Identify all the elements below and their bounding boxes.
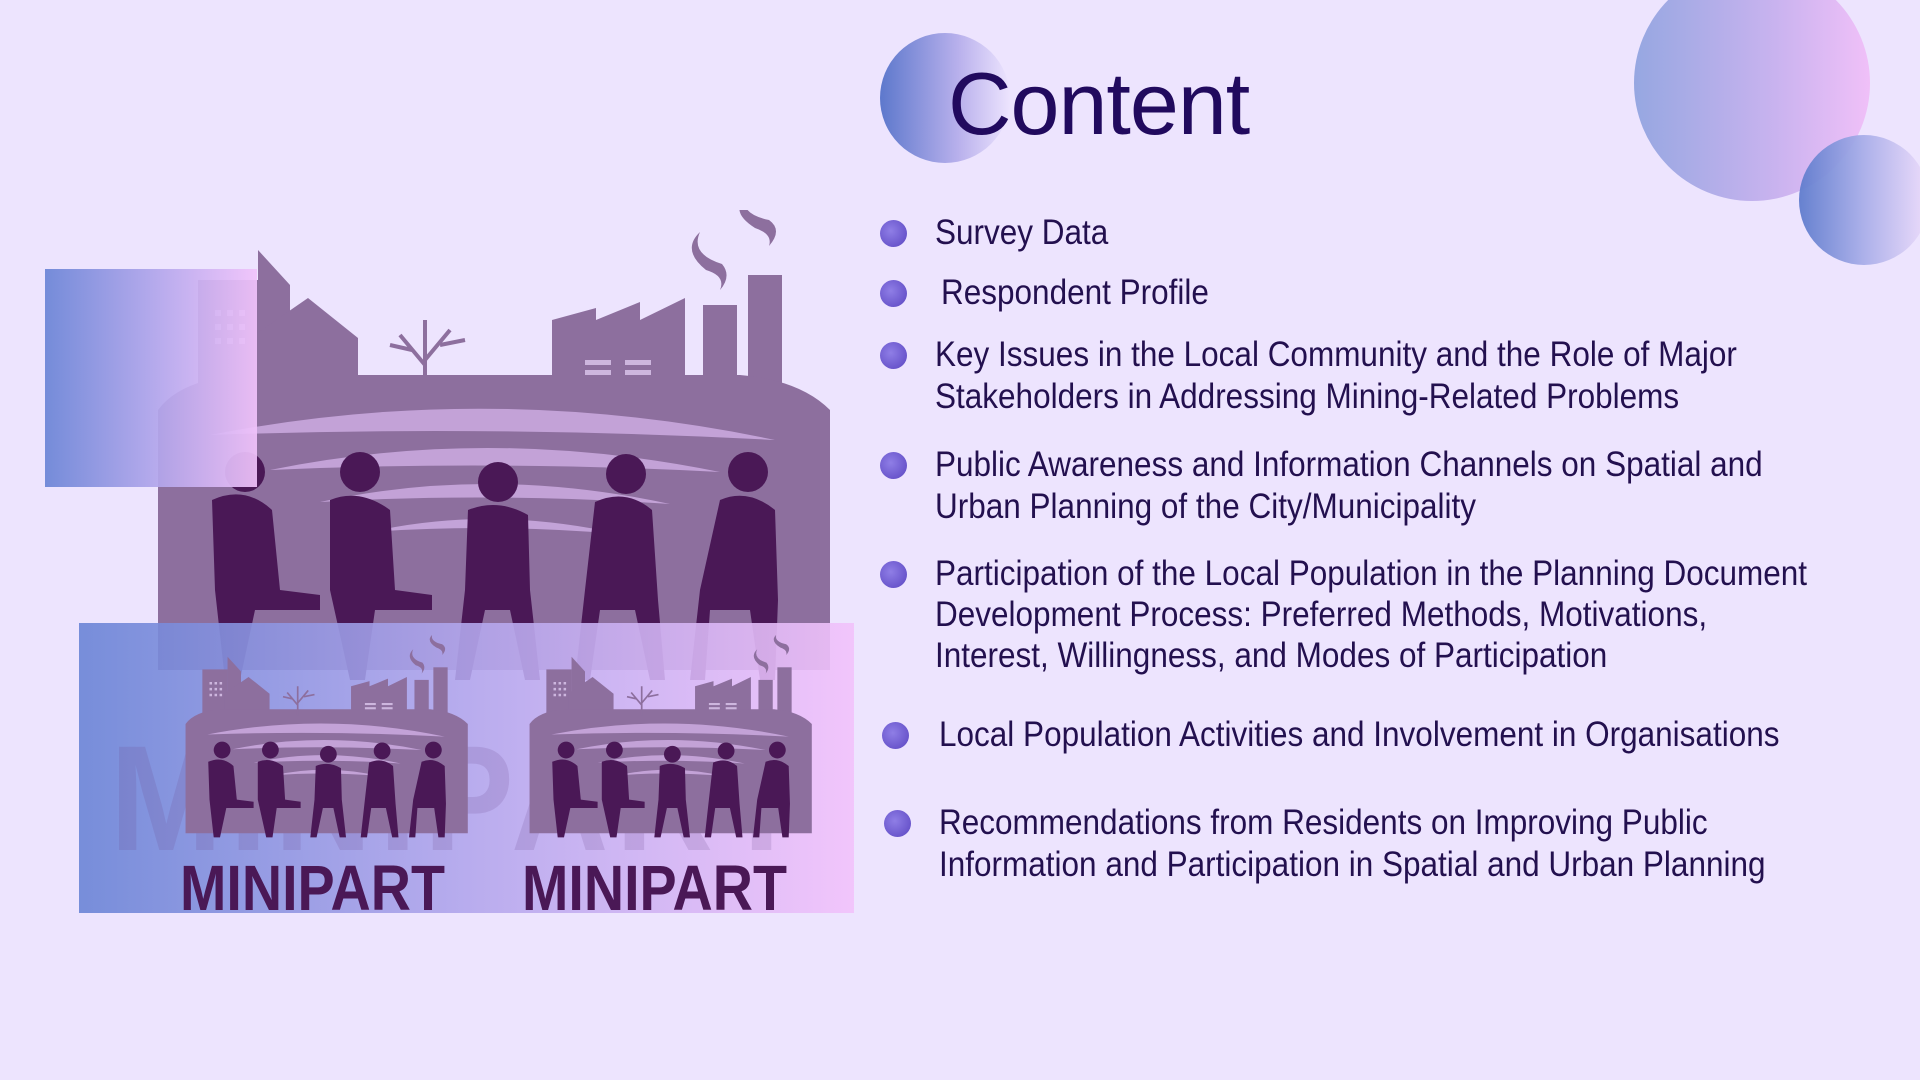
list-item-line: Respondent Profile [941,273,1209,312]
list-item: Respondent Profile [880,272,1239,314]
list-item: Recommendations from Residents on Improv… [884,802,1857,886]
list-item-line: Interest, Willingness, and Modes of Part… [935,636,1608,675]
list-item-line: Local Population Activities and Involvem… [939,715,1780,754]
list-item-line: Public Awareness and Information Channel… [935,445,1763,484]
list-item: Participation of the Local Population in… [880,553,1904,676]
list-item-line: Development Process: Preferred Methods, … [935,595,1708,634]
decorative-circle-small [1799,135,1920,265]
list-item-line: Stakeholders in Addressing Mining-Relate… [935,377,1680,416]
logo-text-right: MINIPART [522,852,787,920]
bullet-icon [880,220,907,247]
list-item: Survey Data [880,212,1128,254]
list-item-line: Participation of the Local Population in… [935,554,1808,593]
list-item-line: Urban Planning of the City/Municipality [935,487,1477,526]
logo-text-left: MINIPART [180,852,445,920]
bullet-icon [884,810,911,837]
list-item: Key Issues in the Local Community and th… [880,334,1826,418]
list-item-line: Information and Participation in Spatial… [939,845,1766,884]
list-item-line: Survey Data [935,213,1109,252]
bullet-icon [880,452,907,479]
page-title: Content [948,54,1250,153]
gradient-square [45,269,257,487]
list-item-line: Recommendations from Residents on Improv… [939,803,1708,842]
bullet-icon [880,280,907,307]
title-decorative-circle [880,33,1010,163]
minipart-illustration: MINIPART MINIPART MINIPART [45,210,854,920]
list-item-line: Key Issues in the Local Community and th… [935,335,1737,374]
bullet-icon [880,342,907,369]
bullet-icon [882,722,909,749]
bullet-icon [880,561,907,588]
list-item: Public Awareness and Information Channel… [880,444,1855,528]
list-item: Local Population Activities and Involvem… [882,714,1873,756]
